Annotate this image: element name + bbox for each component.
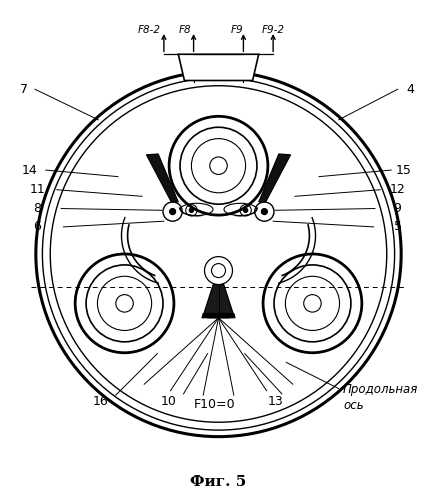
Text: F9-2: F9-2 bbox=[262, 24, 284, 34]
Text: 6: 6 bbox=[33, 220, 41, 234]
Text: 4: 4 bbox=[406, 82, 414, 96]
Circle shape bbox=[189, 208, 194, 212]
Text: 5: 5 bbox=[394, 220, 402, 234]
Text: 13: 13 bbox=[267, 395, 283, 408]
Polygon shape bbox=[259, 154, 291, 202]
Text: F10=0: F10=0 bbox=[193, 398, 235, 411]
Text: 9: 9 bbox=[394, 202, 402, 215]
Text: 10: 10 bbox=[160, 395, 176, 408]
Text: 15: 15 bbox=[396, 164, 412, 176]
Text: 7: 7 bbox=[20, 82, 28, 96]
Text: 12: 12 bbox=[390, 183, 406, 196]
Text: F8-2: F8-2 bbox=[138, 24, 161, 34]
Circle shape bbox=[170, 208, 176, 214]
Polygon shape bbox=[204, 284, 233, 318]
Polygon shape bbox=[178, 54, 259, 80]
Text: 14: 14 bbox=[22, 164, 38, 176]
Text: 16: 16 bbox=[93, 395, 108, 408]
Text: Продольная
ось: Продольная ось bbox=[343, 383, 418, 412]
Polygon shape bbox=[146, 154, 178, 202]
Polygon shape bbox=[202, 314, 235, 318]
Circle shape bbox=[243, 208, 248, 212]
Circle shape bbox=[261, 208, 267, 214]
Text: Фиг. 5: Фиг. 5 bbox=[191, 475, 246, 489]
Text: F8: F8 bbox=[179, 24, 191, 34]
Text: F8-1F9-1: F8-1F9-1 bbox=[195, 64, 242, 74]
Text: F9: F9 bbox=[231, 24, 243, 34]
Text: 8: 8 bbox=[33, 202, 41, 215]
Text: 11: 11 bbox=[29, 183, 45, 196]
